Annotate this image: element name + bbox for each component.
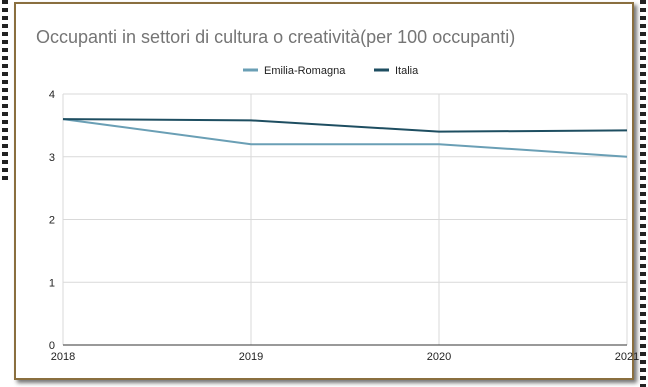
left-dashed-border [2, 0, 8, 180]
y-tick-label: 0 [49, 340, 55, 352]
y-tick-label: 4 [49, 89, 55, 101]
y-tick-label: 1 [49, 277, 55, 289]
series-line-1 [62, 118, 628, 133]
x-tick-label: 2020 [427, 351, 451, 363]
legend: Emilia-Romagna Italia [243, 65, 419, 77]
legend-label-1: Italia [395, 65, 419, 77]
x-tick-label: 2021 [615, 351, 639, 363]
grid [62, 93, 628, 346]
chart-frame [14, 2, 634, 380]
x-axis-ticks: 2018 2019 2020 2021 [51, 351, 639, 363]
x-tick-label: 2018 [51, 351, 75, 363]
y-tick-label: 3 [49, 152, 55, 164]
series-lines [62, 118, 628, 158]
y-tick-label: 2 [49, 215, 55, 227]
legend-label-0: Emilia-Romagna [264, 65, 346, 77]
chart-title: Occupanti in settori di cultura o creati… [36, 27, 515, 47]
series-line-0 [62, 118, 628, 158]
x-tick-label: 2019 [239, 351, 263, 363]
y-axis-ticks: 0 1 2 3 4 [49, 89, 55, 352]
right-dashed-border [640, 0, 646, 387]
